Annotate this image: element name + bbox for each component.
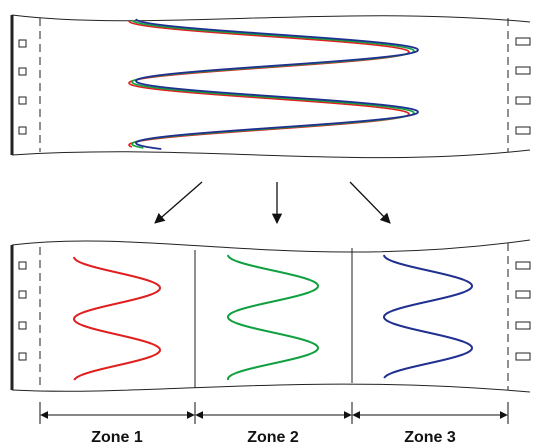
wave	[72, 256, 162, 381]
wave	[135, 18, 419, 150]
top-strip	[10, 14, 531, 159]
zone-label: Zone 3	[404, 429, 456, 446]
split-arrows	[154, 181, 391, 225]
zone-dimensions	[39, 402, 509, 424]
zone-waves	[72, 254, 474, 381]
zone-label: Zone 2	[247, 429, 299, 446]
wave	[226, 254, 320, 381]
combined-waves	[128, 18, 419, 150]
zone-label: Zone 1	[91, 429, 143, 446]
wave	[382, 254, 474, 379]
bottom-strip	[10, 239, 531, 393]
wave	[131, 19, 415, 149]
